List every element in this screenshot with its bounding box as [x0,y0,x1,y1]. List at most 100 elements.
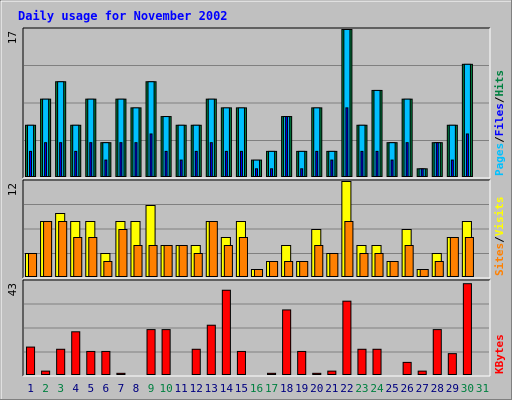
kbytes-bar-day-4 [71,331,81,376]
sites-bar-day-27 [419,269,429,277]
files-bar-day-11 [179,159,183,178]
x-axis-day-label: 12 [190,382,203,395]
sites-bar-day-16 [253,269,264,277]
legend-entry-separator: / [493,136,506,143]
x-axis-day-label: 1 [27,382,34,395]
sites-bar-day-3 [58,221,68,277]
sites-bar-day-19 [299,261,309,277]
kbytes-bar-day-26 [402,361,412,376]
x-axis-day-label: 3 [57,382,64,395]
kbytes-bar-day-2 [41,370,51,375]
files-bar-day-27 [420,168,424,177]
legend-entry-kbytes: KBytes [493,334,506,374]
files-bar-day-13 [209,142,213,177]
kbytes-bar-day-23 [357,348,367,376]
files-bar-day-14 [224,150,228,178]
sites-bar-day-12 [193,253,203,277]
kbytes-bar-day-10 [161,329,171,375]
files-bar-day-1 [29,150,33,178]
x-axis-day-label: 15 [235,382,248,395]
legend-entry-separator: / [493,96,506,103]
sites-bar-day-20 [314,245,324,277]
files-bar-day-19 [300,168,304,177]
kbytes-bar-day-13 [206,324,216,375]
x-axis-day-label: 30 [461,382,474,395]
kbytes-bar-day-20 [312,372,322,376]
kbytes-bar-day-15 [236,350,246,376]
sites-bar-day-6 [103,261,113,277]
legend-visits-sites: Sites/Visits [493,197,506,277]
sites-bar-day-11 [178,245,188,277]
x-axis-day-label: 22 [340,382,353,395]
sites-bar-day-14 [223,245,233,277]
x-axis-day-label: 2 [42,382,49,395]
legend-entry-pages: Pages [493,143,506,176]
x-axis-day-label: 25 [385,382,398,395]
sites-bar-day-17 [269,261,279,277]
files-bar-day-22 [345,107,349,177]
sites-bar-day-9 [148,245,158,277]
files-bar-day-12 [194,150,198,178]
kbytes-bar-day-28 [432,329,442,375]
kbytes-bar-day-29 [447,353,457,375]
x-axis-day-label: 16 [250,382,263,395]
files-bar-day-24 [375,150,379,178]
sites-bar-day-15 [238,237,248,277]
sites-bar-day-5 [88,237,98,277]
sites-bar-day-13 [208,221,218,277]
legend-entry-sites: Sites [493,243,506,276]
files-bar-day-17 [270,168,274,177]
x-axis-day-label: 17 [265,382,278,395]
x-axis-day-label: 29 [446,382,459,395]
kbytes-bar-day-12 [191,348,201,376]
files-bar-day-21 [330,159,334,178]
files-bar-day-6 [104,159,108,178]
sites-bar-day-23 [359,253,369,277]
kbytes-bar-day-24 [372,348,382,376]
kbytes-bar-day-5 [86,350,96,376]
files-bar-day-28 [435,142,439,177]
kbytes-bar-day-14 [221,289,231,375]
y-max-label-hits-files-pages: 17 [6,31,19,44]
kbytes-bar-day-6 [101,350,111,376]
x-axis-day-label: 24 [370,382,384,395]
x-axis-day-label: 26 [401,382,414,395]
x-axis-day-label: 7 [118,382,125,395]
sites-bar-day-24 [374,253,384,277]
files-bar-day-7 [119,142,123,177]
sites-bar-day-21 [329,253,339,277]
x-axis-day-label: 20 [310,382,323,395]
x-axis-labels: 1 2 3 4 5 6 7 8 9 10 11 12 13 14 15 16 17 18 19 20 21 22 23 24 2… [27,382,489,395]
x-axis-day-label: 9 [148,382,155,395]
x-axis-day-label: 19 [295,382,308,395]
sites-bar-day-10 [163,245,173,277]
files-bar-day-23 [360,150,364,178]
kbytes-bar-day-17 [267,372,277,376]
sites-bar-day-1 [28,253,38,277]
files-bar-day-8 [134,142,138,177]
kbytes-bar-day-21 [327,370,337,375]
x-axis-day-label: 5 [87,382,94,395]
sites-bar-day-25 [389,261,399,277]
sites-bar-day-18 [284,261,294,277]
legend-entry-hits: Hits [493,70,506,97]
x-axis-day-label: 23 [355,382,368,395]
files-bar-day-9 [149,133,153,177]
kbytes-bar-day-18 [282,309,292,376]
x-axis-day-label: 28 [431,382,444,395]
x-axis-day-label: 27 [416,382,429,395]
sites-bar-day-4 [73,237,83,277]
chart-title: Daily usage for November 2002 [18,9,228,23]
files-bar-day-2 [44,142,48,177]
files-bar-day-10 [164,150,168,178]
x-axis-day-label: 8 [133,382,140,395]
x-axis-day-label: 14 [220,382,234,395]
legend-hits-files-pages: Pages/Files/Hits [493,70,506,176]
kbytes-bar-day-3 [56,348,66,376]
sites-bar-day-29 [449,237,459,277]
files-bar-day-25 [390,159,394,178]
files-bar-day-3 [59,142,63,177]
x-axis-day-label: 6 [103,382,110,395]
